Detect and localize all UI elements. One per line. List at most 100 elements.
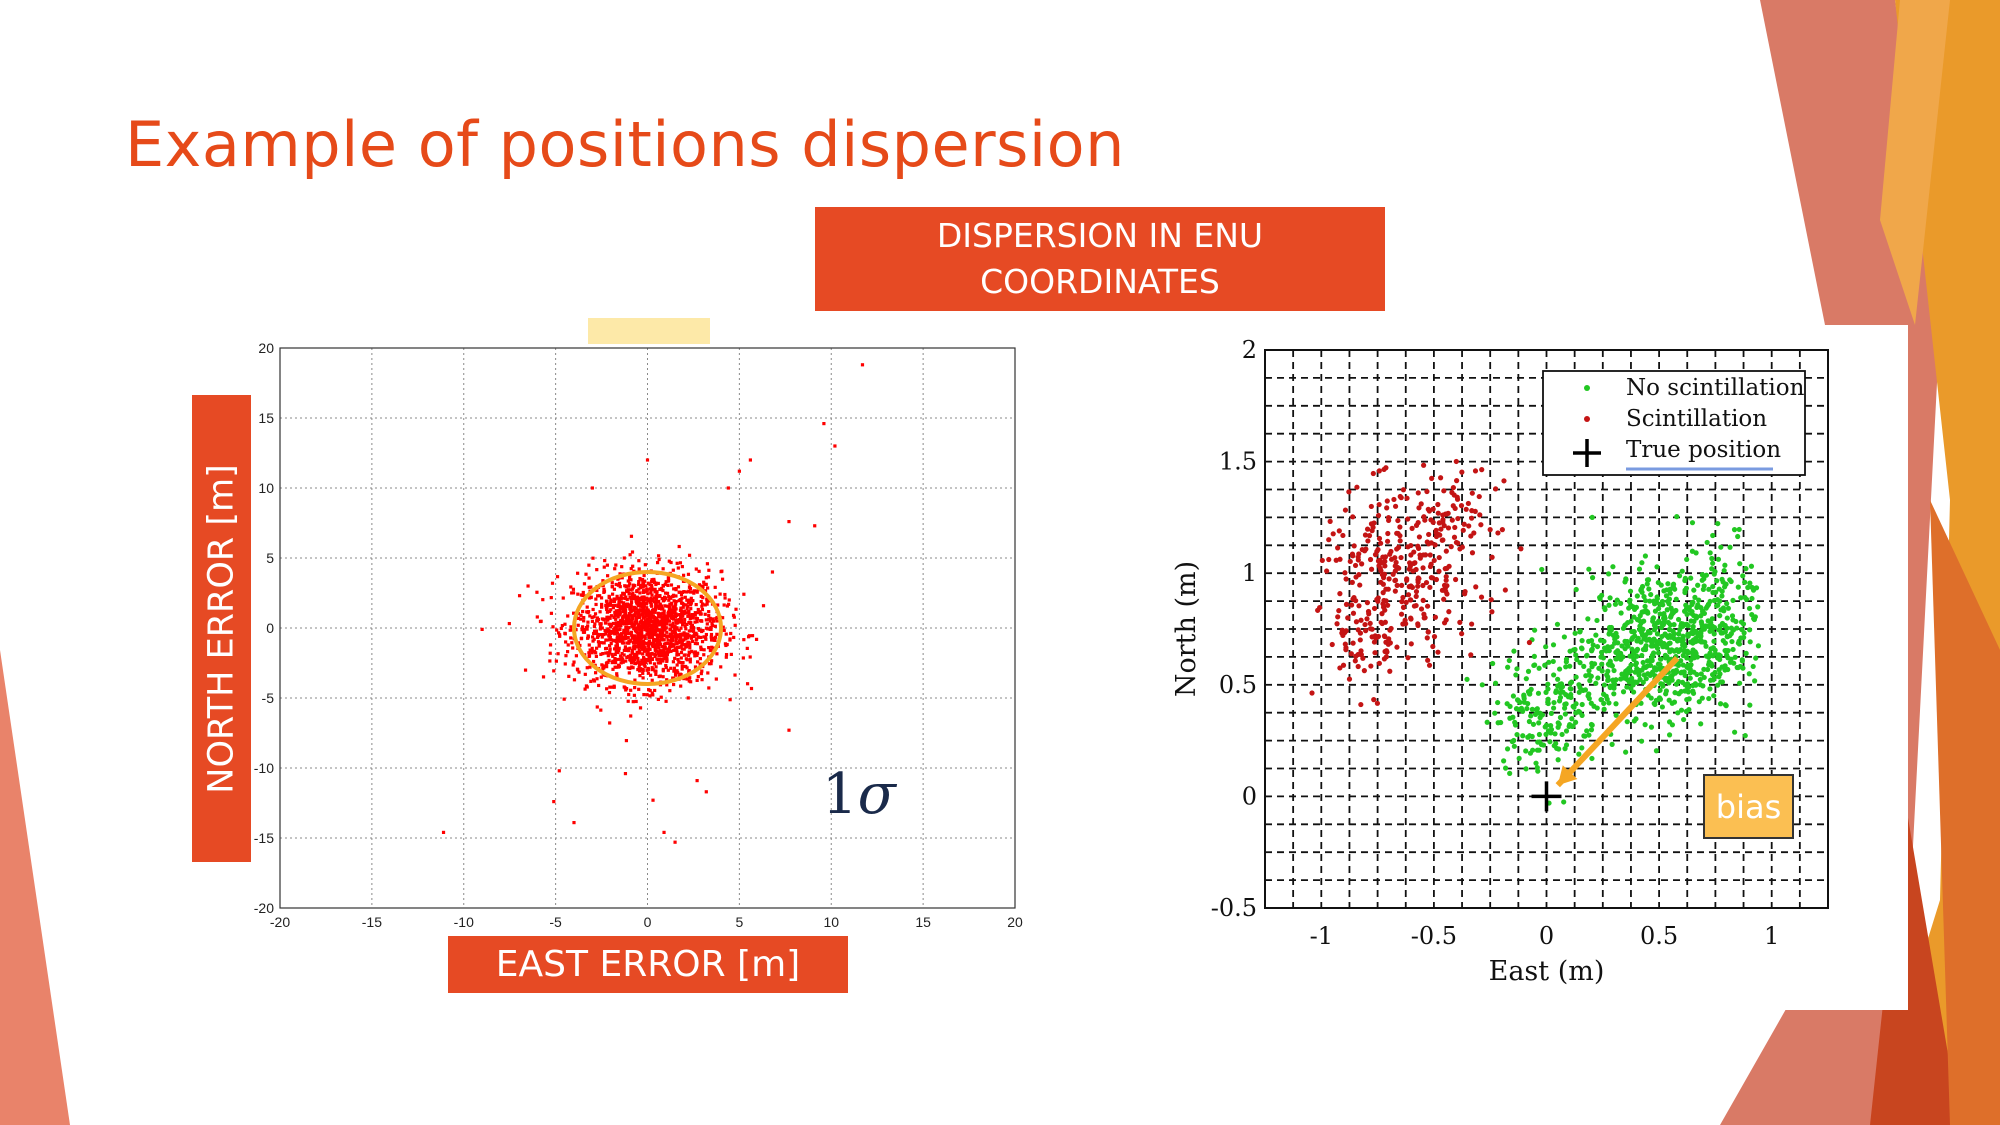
data-point [1431, 634, 1438, 640]
data-point [1555, 724, 1561, 730]
data-point [665, 683, 669, 687]
data-point [669, 666, 673, 670]
data-point [669, 583, 674, 587]
data-point [713, 585, 717, 589]
data-point [1587, 678, 1593, 684]
data-point [1639, 560, 1645, 566]
data-point [526, 584, 530, 588]
data-point [688, 646, 692, 650]
data-point [596, 635, 600, 640]
data-point [1599, 592, 1605, 599]
data-point [582, 582, 587, 586]
data-point [1640, 679, 1646, 685]
data-point [1493, 486, 1499, 492]
x-tick-label: -1 [1310, 922, 1333, 950]
data-point [639, 645, 643, 650]
data-point [662, 646, 667, 650]
data-point [1681, 648, 1687, 654]
data-point [1659, 633, 1665, 640]
data-point [585, 605, 589, 609]
data-point [617, 648, 621, 653]
data-point [613, 567, 617, 571]
data-point [1521, 692, 1527, 698]
data-point [678, 640, 682, 644]
data-point [555, 628, 559, 632]
data-point [649, 602, 653, 606]
data-point [1382, 619, 1388, 625]
data-point [635, 601, 639, 605]
data-point [1675, 710, 1681, 716]
data-point [1426, 531, 1432, 538]
data-point [1679, 568, 1685, 574]
data-point [1573, 674, 1579, 680]
data-point [636, 582, 641, 587]
data-point [1479, 466, 1485, 473]
data-point [659, 649, 663, 653]
data-point [635, 661, 640, 665]
data-point [1375, 547, 1381, 553]
data-point [1415, 622, 1421, 629]
data-point [624, 595, 628, 599]
data-point [1342, 570, 1348, 576]
data-point [1709, 623, 1716, 629]
data-point [1676, 637, 1682, 643]
data-point [1376, 468, 1382, 474]
data-point [608, 647, 612, 651]
data-point [1719, 593, 1725, 599]
data-point [609, 625, 613, 629]
data-point [1441, 523, 1447, 529]
data-point [703, 603, 707, 607]
data-point [615, 674, 619, 678]
data-point [1368, 663, 1374, 669]
data-point [664, 663, 668, 668]
data-point [686, 635, 690, 639]
data-point [1501, 478, 1507, 484]
data-point [635, 599, 639, 603]
data-point [710, 621, 714, 626]
data-point [1427, 563, 1434, 570]
data-point [1408, 583, 1414, 589]
data-point [754, 637, 759, 641]
data-point [651, 693, 655, 697]
y-tick-label: 0.5 [1219, 671, 1257, 699]
data-point [679, 598, 683, 602]
data-point [592, 637, 596, 641]
data-point [571, 591, 576, 595]
data-point [1641, 594, 1647, 600]
data-point [1455, 515, 1461, 522]
data-point [1529, 706, 1535, 712]
data-point [1722, 702, 1729, 708]
y-tick-label: 1 [1242, 559, 1257, 587]
data-point [1421, 462, 1427, 468]
data-point [674, 599, 678, 604]
data-point [679, 620, 683, 624]
data-point [1435, 649, 1441, 655]
data-point [1545, 681, 1551, 687]
data-point [672, 608, 676, 612]
data-point [1635, 667, 1641, 673]
data-point [1469, 550, 1476, 556]
data-point [1422, 615, 1428, 621]
data-point [656, 619, 660, 623]
data-point [1545, 700, 1551, 707]
x-tick-label: 0 [1539, 922, 1554, 950]
data-point [668, 627, 672, 631]
data-point [1663, 633, 1670, 639]
data-point [656, 634, 660, 638]
data-point [1531, 653, 1537, 659]
data-point [1461, 521, 1467, 527]
data-point [1495, 720, 1501, 726]
data-point [1452, 576, 1459, 583]
data-point [698, 662, 702, 666]
data-point [691, 616, 695, 620]
data-point [622, 685, 626, 689]
data-point [1404, 576, 1410, 582]
data-point [626, 699, 630, 703]
data-point [673, 604, 677, 608]
north-error-text: NORTH ERROR [m] [201, 463, 242, 794]
data-point [1468, 533, 1474, 539]
data-point [695, 642, 699, 646]
data-point [1542, 662, 1548, 668]
data-point [1601, 645, 1608, 651]
